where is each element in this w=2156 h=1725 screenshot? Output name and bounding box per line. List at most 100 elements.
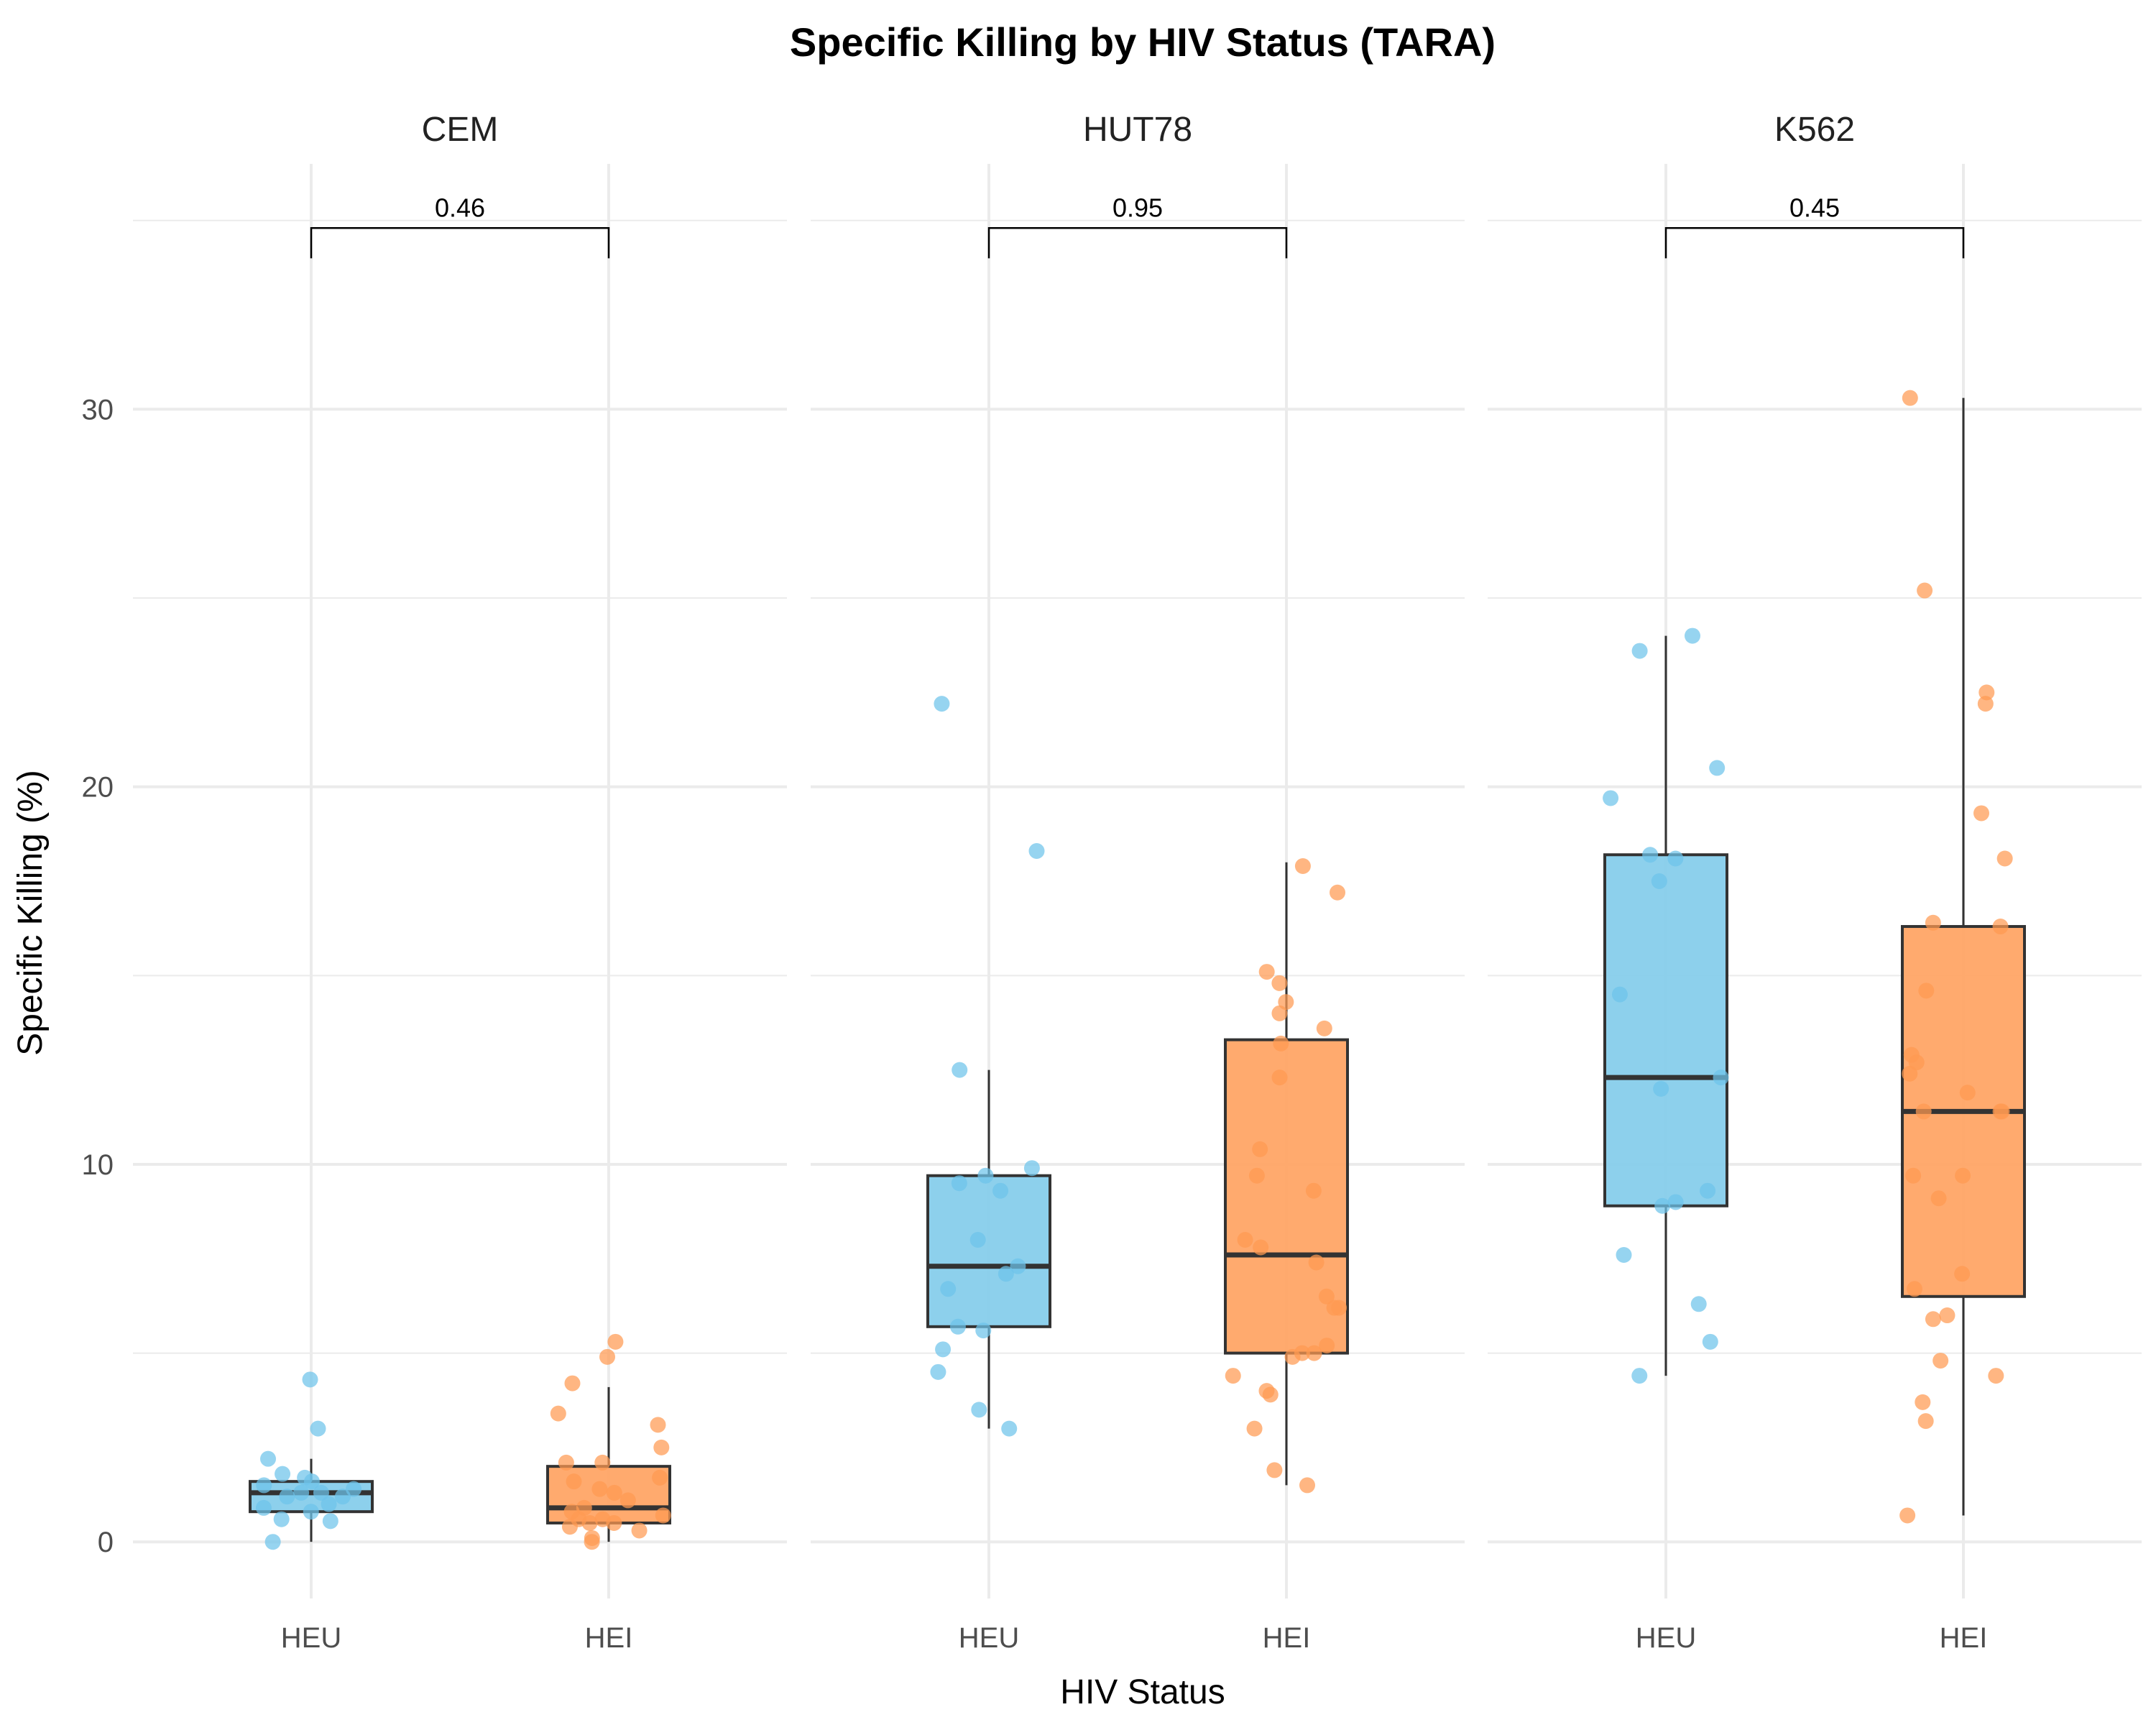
box-group-hei [546,1333,671,1550]
data-point [1954,1266,1971,1282]
data-point [313,1484,329,1501]
data-point [1973,805,1990,822]
facet-panel-cem: CEM 0.46 HEU HEI [133,111,787,1654]
data-point [1271,1070,1288,1086]
box-group-heu [926,696,1051,1437]
facet-panel-k562: K562 0.45 HEU HEI [1488,111,2142,1654]
data-point [1271,975,1288,991]
data-point [275,1466,291,1482]
data-point [655,1507,671,1524]
data-point [255,1499,272,1516]
data-point [561,1519,578,1535]
data-point [1925,1311,1941,1328]
data-point [1611,986,1628,1003]
significance-bracket [987,227,1288,259]
data-point [1326,1300,1342,1316]
data-point [1262,1386,1279,1403]
data-point [1918,983,1935,999]
data-point [1273,1035,1289,1052]
data-point [1237,1232,1253,1248]
x-tick-label: HEU [959,1622,1019,1654]
data-point [1685,627,1701,644]
data-point [558,1454,574,1471]
data-point [260,1450,277,1467]
p-value-label: 0.46 [435,193,485,222]
data-point [934,696,950,712]
data-point [606,1484,622,1501]
p-value-label: 0.95 [1112,193,1163,222]
data-point [550,1405,566,1422]
significance-bracket [310,227,610,259]
data-point [1702,1333,1718,1350]
chart-title: Specific Killing by HIV Status (TARA) [790,19,1496,65]
data-point [1915,1103,1932,1120]
x-tick-label: HEI [1940,1622,1988,1654]
data-point [293,1484,310,1501]
data-point [1690,1296,1707,1312]
data-point [1667,1194,1684,1210]
data-point [1252,1141,1268,1157]
data-point [566,1473,582,1490]
data-point [1308,1254,1325,1271]
data-point [256,1477,272,1494]
data-point [1271,1005,1288,1021]
data-point [1932,1353,1949,1369]
y-tick-label: 0 [98,1527,114,1558]
y-axis: 0 10 20 30 [82,394,114,1558]
data-point [1899,1507,1916,1524]
data-point [607,1333,624,1350]
data-point [1010,1258,1026,1274]
box-group-heu [249,1371,374,1550]
data-point [1651,873,1667,889]
data-point [969,1232,986,1248]
facet-label: K562 [1774,111,1855,149]
data-point [935,1341,952,1358]
data-point [1306,1345,1322,1361]
data-point [1925,914,1941,931]
data-point [1955,1167,1971,1184]
data-point [1318,1288,1335,1305]
data-point [273,1511,290,1527]
data-point [1284,1348,1301,1365]
data-point [1700,1182,1716,1199]
x-tick-label: HEU [281,1622,341,1654]
data-point [1988,1368,2004,1384]
box-iqr [926,1174,1051,1328]
data-point [1917,1413,1934,1430]
data-point [631,1522,648,1539]
y-axis-title: Specific Killing (%) [11,770,50,1055]
facet-label: HUT78 [1083,111,1192,149]
data-point [1631,1368,1648,1384]
data-point [264,1534,281,1550]
data-point [1906,1281,1922,1297]
p-value-label: 0.45 [1789,193,1840,222]
data-point [1603,790,1619,806]
data-point [1709,760,1726,776]
data-point [303,1504,319,1520]
box-group-heu [1603,627,1729,1384]
data-point [940,1281,957,1297]
data-point [977,1167,994,1184]
data-point [1930,1190,1947,1207]
data-point [581,1514,598,1531]
data-point [650,1417,666,1433]
y-tick-label: 20 [82,772,114,804]
data-point [1653,1080,1669,1097]
data-point [1908,1054,1925,1071]
data-point [1667,850,1684,867]
facet-panel-hut78: HUT78 0.95 HEU HEI [811,111,1465,1654]
data-point [279,1489,295,1505]
data-point [1905,1167,1922,1184]
data-point [322,1513,338,1530]
data-point [1902,390,1918,406]
x-tick-label: HEU [1636,1622,1696,1654]
data-point [1266,1462,1283,1478]
data-point [1996,850,2013,867]
y-tick-label: 10 [82,1149,114,1181]
data-point [930,1363,946,1380]
data-point [1642,847,1659,863]
significance-bracket [1664,227,1965,259]
data-point [584,1534,600,1550]
data-point [653,1439,670,1455]
